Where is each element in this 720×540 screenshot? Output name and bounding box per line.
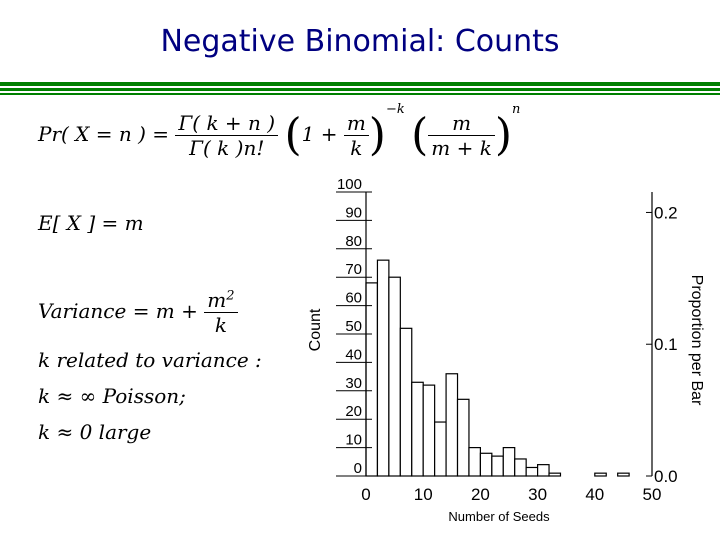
y-tick-label: 90 <box>345 204 362 221</box>
exponent-neg-k: −k <box>385 102 405 117</box>
pmf-formula: Pr( X = n ) = Γ( k + n ) Γ( k )n! (1 + m… <box>38 102 520 160</box>
histogram-bar <box>434 421 447 477</box>
histogram-bar <box>536 464 550 477</box>
m-over-mk-fraction: m m + k <box>428 111 495 160</box>
m-over-k-numerator: m <box>343 111 369 136</box>
x-tick-label: 30 <box>528 485 547 504</box>
y2-axis-label: Proportion per Bar <box>688 275 705 406</box>
note-line-1: k related to variance : <box>38 348 262 372</box>
y2-tick-label: 0.2 <box>654 203 678 222</box>
note-line-3: k ≈ 0 large <box>38 420 152 444</box>
histogram-bar <box>594 472 607 477</box>
gamma-denominator: Γ( k )n! <box>189 136 265 160</box>
variance-num-exponent: 2 <box>226 288 235 304</box>
y-axis-label: Count <box>307 308 324 351</box>
y-tick-label: 10 <box>345 432 362 449</box>
y-tick-label: 60 <box>345 290 362 307</box>
histogram-bar <box>376 259 390 477</box>
variance-num-m: m <box>207 288 227 312</box>
exponent-n: n <box>512 102 521 117</box>
variance-denominator: k <box>214 313 227 337</box>
histogram-bar <box>617 472 630 477</box>
variance-formula: Variance = m + m2 k <box>38 288 238 337</box>
pmf-lhs: Pr( X = n ) = <box>38 122 170 146</box>
y-tick-label: 50 <box>345 318 362 335</box>
histogram-bar <box>479 452 493 477</box>
y-tick-label: 70 <box>345 261 362 278</box>
y2-tick-label: 0.1 <box>654 335 678 354</box>
y-tick-label: 40 <box>345 346 362 363</box>
histogram-bar <box>548 472 562 477</box>
title-rule-middle <box>0 88 720 91</box>
x-axis-label: Number of Seeds <box>448 509 550 524</box>
right-paren-2: ) <box>494 109 512 161</box>
y-tick-label: 0 <box>354 460 362 477</box>
y-tick-label: 20 <box>345 403 362 420</box>
variance-fraction: m2 k <box>204 288 238 337</box>
right-paren: ) <box>368 109 386 161</box>
x-tick-label: 50 <box>643 485 662 504</box>
left-paren: ( <box>284 109 302 161</box>
y-tick-label: 80 <box>345 233 362 250</box>
histogram-bar <box>502 447 516 477</box>
title-rule-bottom <box>0 93 720 95</box>
histogram-bar <box>468 447 481 477</box>
y2-tick-label: 0.0 <box>654 467 678 486</box>
x-tick-label: 10 <box>414 485 433 504</box>
histogram-bar <box>411 381 424 477</box>
histogram-bars <box>365 259 630 477</box>
one-plus: 1 + <box>301 122 338 146</box>
m-over-mk-denominator: m + k <box>431 136 492 160</box>
y-tick-label: 100 <box>337 176 362 193</box>
histogram-bar <box>388 276 401 477</box>
slide-title: Negative Binomial: Counts <box>160 24 560 59</box>
m-over-k-fraction: m k <box>343 111 369 160</box>
histogram-bar <box>514 458 527 477</box>
y-tick-label: 30 <box>345 375 362 392</box>
histogram-axes: 0 10 20 30 40 50 60 70 80 90 100 0.0 0.1 0.2 0 10 20 30 40… <box>336 176 678 504</box>
x-tick-label: 0 <box>361 485 370 504</box>
m-over-mk-numerator: m <box>428 111 495 136</box>
left-paren-2: ( <box>411 109 429 161</box>
variance-lhs: Variance = m + <box>38 299 198 323</box>
x-tick-label: 20 <box>471 485 490 504</box>
histogram-bar <box>456 398 470 477</box>
histogram-bar <box>399 327 413 477</box>
histogram-bar <box>525 466 539 477</box>
histogram-bar <box>491 455 504 477</box>
gamma-numerator: Γ( k + n ) <box>175 111 279 136</box>
m-over-k-denominator: k <box>350 136 363 160</box>
histogram-bar <box>445 373 459 477</box>
title-rule-top <box>0 82 720 86</box>
gamma-fraction: Γ( k + n ) Γ( k )n! <box>175 111 279 160</box>
note-line-2: k ≈ ∞ Poisson; <box>38 384 186 408</box>
x-tick-label: 40 <box>585 485 604 504</box>
histogram-bar <box>365 282 379 477</box>
histogram-bar <box>422 384 436 477</box>
variance-numerator: m2 <box>204 288 238 313</box>
expectation-formula: E[ X ] = m <box>38 211 144 235</box>
